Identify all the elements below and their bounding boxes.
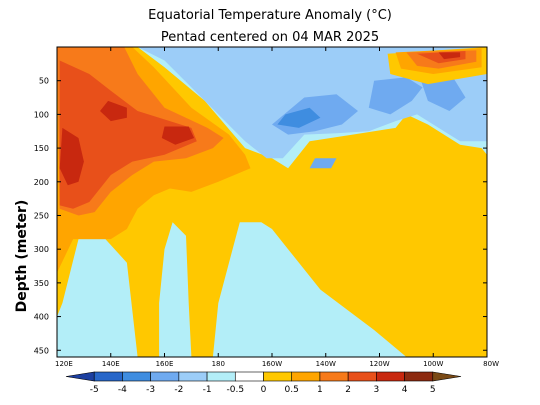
x-tick-label: 120E	[55, 360, 73, 368]
colorbar-label: 3	[373, 385, 379, 395]
contour-region-7	[161, 126, 195, 145]
y-tick-label: 100	[34, 110, 49, 119]
x-tick-label: 180	[212, 360, 225, 368]
colorbar-swatch	[178, 371, 208, 382]
contour-region-13	[277, 107, 321, 128]
x-tick-label: 140E	[102, 360, 120, 368]
chart-subtitle: Pentad centered on 04 MAR 2025	[160, 30, 380, 45]
colorbar: -5 -4 -3 -2 -1 -0.5 0 0.5 1 2 3 4 5	[65, 371, 462, 395]
y-tick-label: 50	[39, 77, 49, 86]
x-tick-label: 120W	[369, 360, 389, 368]
colorbar-swatch	[376, 371, 405, 382]
colorbar-swatch	[234, 371, 264, 382]
y-tick-label: 150	[34, 144, 49, 153]
x-axis: 120E 140E 160E 180 160W 140W 120W 100W 80W	[55, 47, 499, 368]
contour-region-5	[59, 127, 84, 186]
x-tick-label: 80W	[483, 360, 499, 368]
colorbar-swatch	[122, 371, 151, 382]
y-tick-label: 250	[34, 211, 49, 220]
colorbar-swatch	[263, 371, 293, 382]
y-tick-label: 200	[34, 178, 49, 187]
colorbar-swatch	[319, 371, 349, 382]
colorbar-label: -1	[203, 385, 212, 395]
colorbar-label: -5	[90, 385, 99, 395]
colorbar-label: 2	[345, 385, 351, 395]
colorbar-label: 0.5	[285, 385, 299, 395]
chart-title: Equatorial Temperature Anomaly (°C)	[148, 8, 392, 23]
colorbar-swatch	[432, 371, 462, 382]
colorbar-label: 4	[402, 385, 408, 395]
colorbar-swatch	[404, 371, 434, 382]
colorbar-label: 5	[430, 385, 436, 395]
x-tick-label: 100W	[423, 360, 443, 368]
y-tick-label: 450	[34, 346, 49, 355]
colorbar-swatch	[150, 371, 180, 382]
y-tick-label: 400	[34, 313, 49, 322]
colorbar-label: 0	[261, 385, 267, 395]
y-axis: 50 100 150 200 250 300 350 400 450	[34, 77, 487, 355]
contour-region-10	[368, 77, 423, 115]
colorbar-swatch	[291, 371, 321, 382]
colorbar-swatch	[347, 371, 377, 382]
contour-region-12	[309, 158, 337, 169]
y-tick-label: 300	[34, 245, 49, 254]
x-tick-label: 140W	[316, 360, 336, 368]
contour-region-18	[438, 52, 461, 60]
colorbar-label: -0.5	[227, 385, 245, 395]
colorbar-label: -3	[146, 385, 155, 395]
colorbar-swatch	[206, 371, 236, 382]
contour-fill-group	[57, 47, 487, 357]
colorbar-swatch	[65, 371, 95, 382]
y-tick-label: 350	[34, 279, 49, 288]
contour-region-4	[59, 60, 197, 209]
x-tick-label: 160W	[262, 360, 282, 368]
colorbar-label: -2	[174, 385, 183, 395]
x-tick-label: 160E	[156, 360, 174, 368]
contour-region-6	[100, 100, 127, 122]
colorbar-label: 1	[317, 385, 323, 395]
colorbar-swatch	[93, 371, 123, 382]
colorbar-label: -4	[118, 385, 127, 395]
